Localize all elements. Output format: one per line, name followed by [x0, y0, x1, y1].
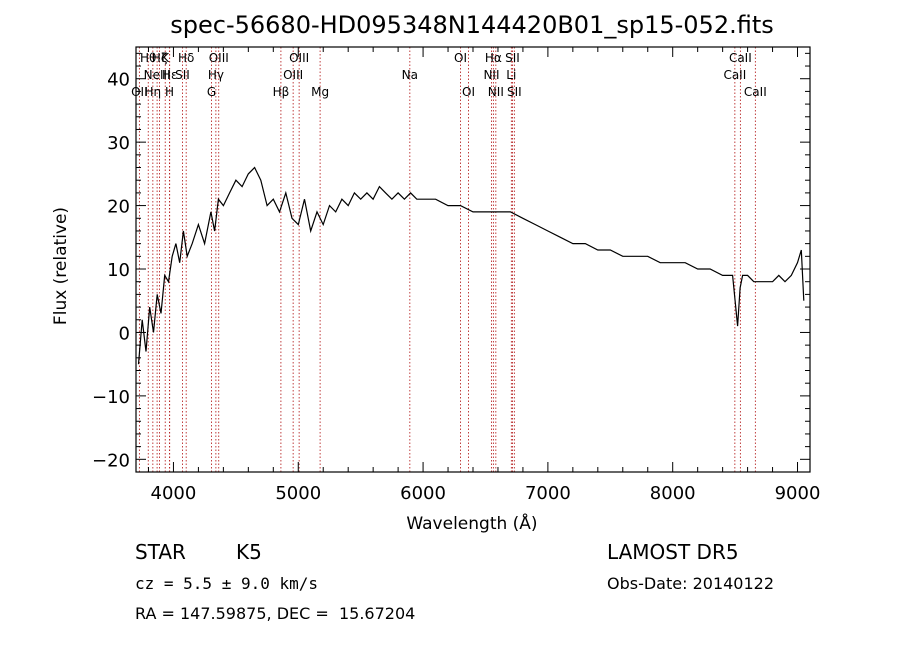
- y-tick-label: 10: [107, 260, 130, 281]
- line-label: OI: [454, 51, 467, 65]
- line-label: SII: [175, 68, 190, 82]
- line-label: K: [161, 51, 170, 65]
- coordinates-text: RA = 147.59875, DEC = 15.67204: [135, 604, 416, 623]
- survey-label: LAMOST DR5: [607, 540, 739, 564]
- observation-date: Obs-Date: 20140122: [607, 574, 775, 593]
- y-tick-label: 40: [107, 70, 130, 91]
- line-label: Hγ: [208, 68, 224, 82]
- line-label: Hε: [162, 68, 178, 82]
- line-label: Na: [402, 68, 418, 82]
- line-label: Hζ: [152, 51, 168, 65]
- line-label: CaII: [723, 68, 746, 82]
- line-label: NII: [483, 68, 499, 82]
- x-tick-label: 4000: [151, 483, 197, 504]
- x-tick-label: 9000: [775, 483, 821, 504]
- x-tick-label: 7000: [525, 483, 571, 504]
- line-label: Hβ: [273, 85, 290, 99]
- line-label: H: [165, 85, 174, 99]
- line-label: Li: [506, 68, 516, 82]
- y-tick-label: 20: [107, 197, 130, 218]
- line-label: NII: [488, 85, 504, 99]
- line-label: Hη: [145, 85, 162, 99]
- chart-title: spec-56680-HD095348N144420B01_sp15-052.f…: [170, 11, 774, 39]
- x-tick-label: 5000: [275, 483, 321, 504]
- line-label: NeIII: [144, 68, 171, 82]
- spectral-line-markers: [138, 47, 756, 472]
- line-label: CaII: [729, 51, 752, 65]
- y-tick-label: 30: [107, 133, 130, 154]
- plot-frame: [135, 46, 811, 473]
- line-label: OI: [462, 85, 475, 99]
- line-label: SII: [505, 51, 520, 65]
- line-label: OIII: [283, 68, 303, 82]
- y-tick-label: −20: [92, 450, 130, 471]
- redshift-text: cz = 5.5 ± 9.0 km/s: [135, 574, 319, 593]
- line-label: Hα: [485, 51, 502, 65]
- object-subclass: K5: [236, 540, 262, 564]
- spectral-line-labels: OIIHθHηNeIIIHζKHHεSIIHδGHγOIIIHβOIIIOIII…: [131, 51, 767, 99]
- line-label: Hδ: [178, 51, 194, 65]
- line-label: OII: [131, 85, 148, 99]
- line-label: SII: [507, 85, 522, 99]
- x-tick-label: 6000: [400, 483, 446, 504]
- line-label: OIII: [289, 51, 309, 65]
- x-tick-label: 8000: [650, 483, 696, 504]
- line-label: OIII: [209, 51, 229, 65]
- spectrum-line: [137, 166, 805, 365]
- object-class: STAR: [135, 540, 186, 564]
- axis-ticks: 4000 5000 6000 7000 8000 9000 −20 −10 0 10 20 30 40: [92, 47, 820, 504]
- line-label: Mg: [311, 85, 329, 99]
- x-axis-label: Wavelength (Å): [406, 512, 537, 534]
- y-tick-label: 0: [119, 323, 130, 344]
- line-label: CaII: [744, 85, 767, 99]
- line-label: Hθ: [140, 51, 156, 65]
- line-label: G: [207, 85, 216, 99]
- y-axis-label: Flux (relative): [51, 207, 71, 325]
- y-tick-label: −10: [92, 387, 130, 408]
